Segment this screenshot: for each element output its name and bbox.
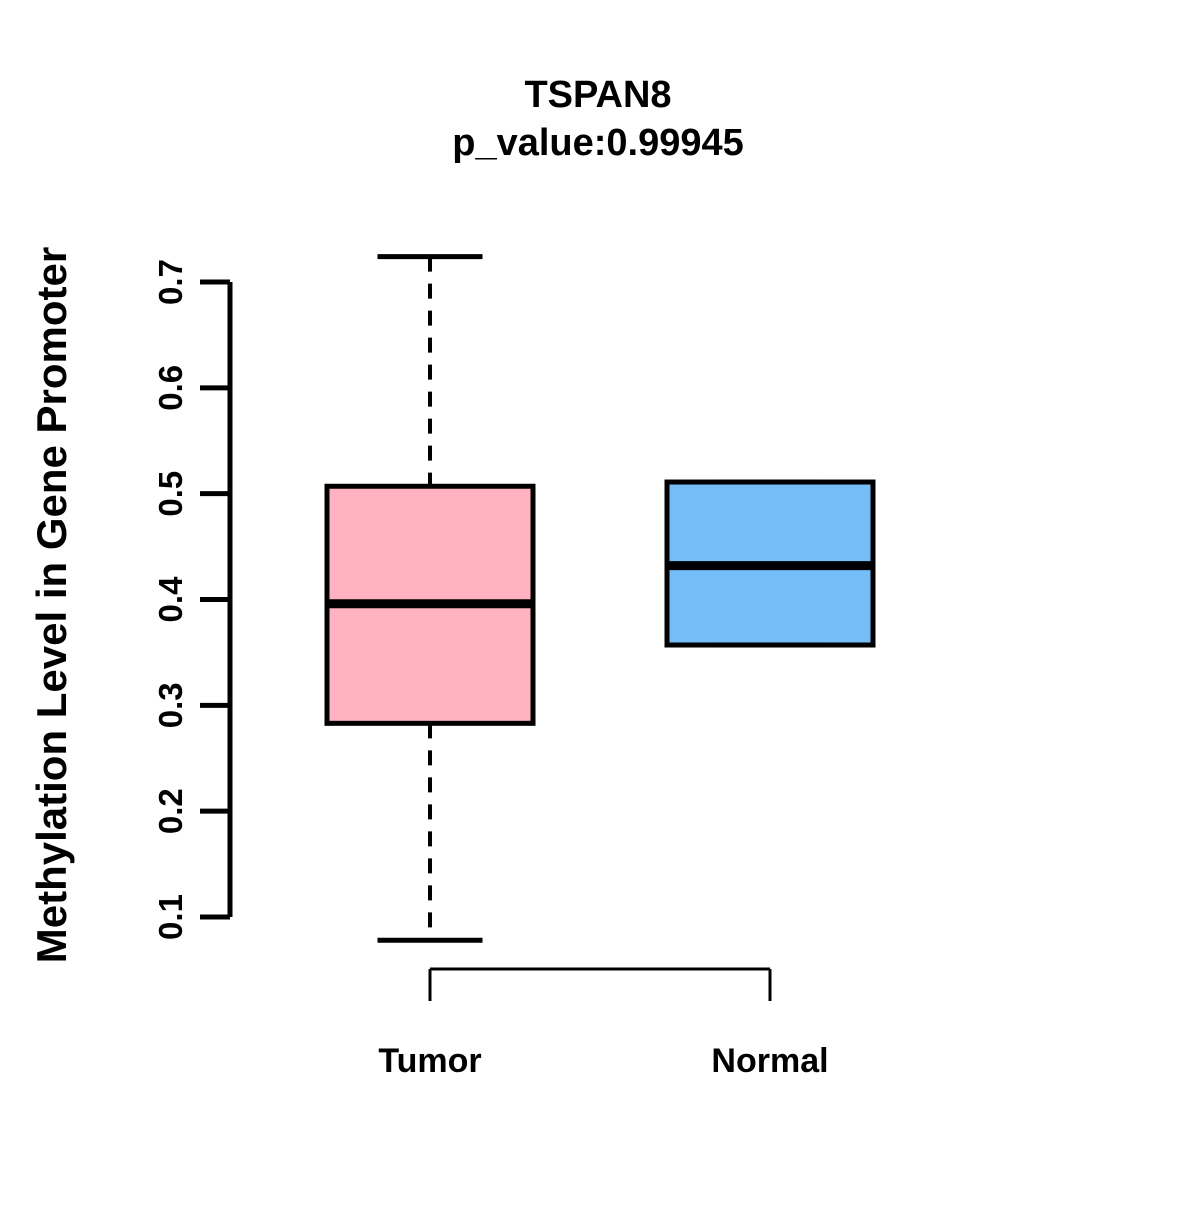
- chart-title: TSPAN8: [524, 74, 671, 116]
- y-tick-label: 0.4: [152, 576, 189, 623]
- y-tick-label: 0.5: [152, 471, 189, 517]
- chart-subtitle: p_value:0.99945: [452, 122, 744, 164]
- box-group-tumor: [324, 254, 536, 943]
- y-tick-label: 0.7: [152, 259, 189, 305]
- y-tick-label: 0.3: [152, 682, 189, 728]
- y-tick-label: 0.1: [152, 894, 189, 940]
- y-tick-label: 0.6: [152, 365, 189, 411]
- x-category-label-normal: Normal: [711, 1042, 828, 1080]
- y-axis-title: Methylation Level in Gene Promoter: [28, 247, 75, 963]
- y-axis-ticks: 0.1 0.2 0.3 0.4 0.5 0.6 0.7: [152, 259, 230, 940]
- y-tick-label: 0.2: [152, 788, 189, 834]
- x-category-label-tumor: Tumor: [378, 1042, 481, 1080]
- box-group-normal: [664, 479, 876, 648]
